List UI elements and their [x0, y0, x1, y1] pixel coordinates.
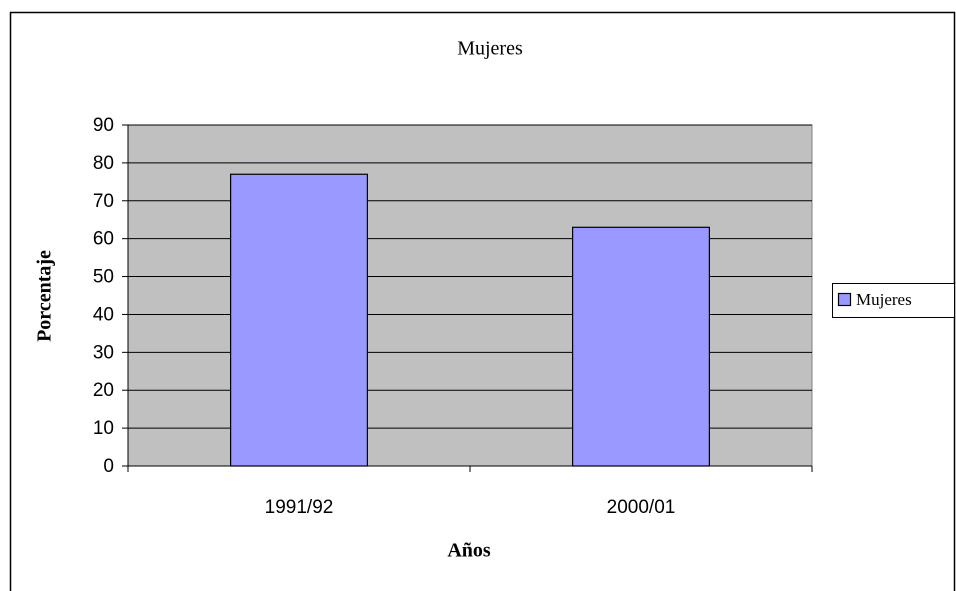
- y-tick-label: 80: [93, 153, 114, 174]
- y-tick-label: 40: [93, 304, 114, 325]
- x-tick-label: 1991/92: [265, 497, 334, 518]
- y-tick-label: 70: [93, 191, 114, 212]
- bar: [230, 173, 369, 467]
- y-tick-label: 90: [93, 115, 114, 136]
- y-tick-label: 30: [93, 342, 114, 363]
- y-tick-label: 20: [93, 380, 114, 401]
- y-tick-label: 50: [93, 267, 114, 288]
- x-tick-label: 2000/01: [607, 497, 676, 518]
- bar: [571, 226, 710, 467]
- y-tick-label: 10: [93, 418, 114, 439]
- legend-box: [832, 283, 955, 318]
- chart-title: Mujeres: [457, 38, 523, 60]
- legend-label: Mujeres: [856, 290, 912, 309]
- y-axis-label: Porcentaje: [34, 250, 56, 342]
- legend-swatch: [837, 292, 852, 307]
- y-tick-label: 60: [93, 229, 114, 250]
- y-tick-label: 0: [103, 456, 114, 477]
- x-axis-label: Años: [447, 540, 491, 562]
- legend: [832, 283, 955, 318]
